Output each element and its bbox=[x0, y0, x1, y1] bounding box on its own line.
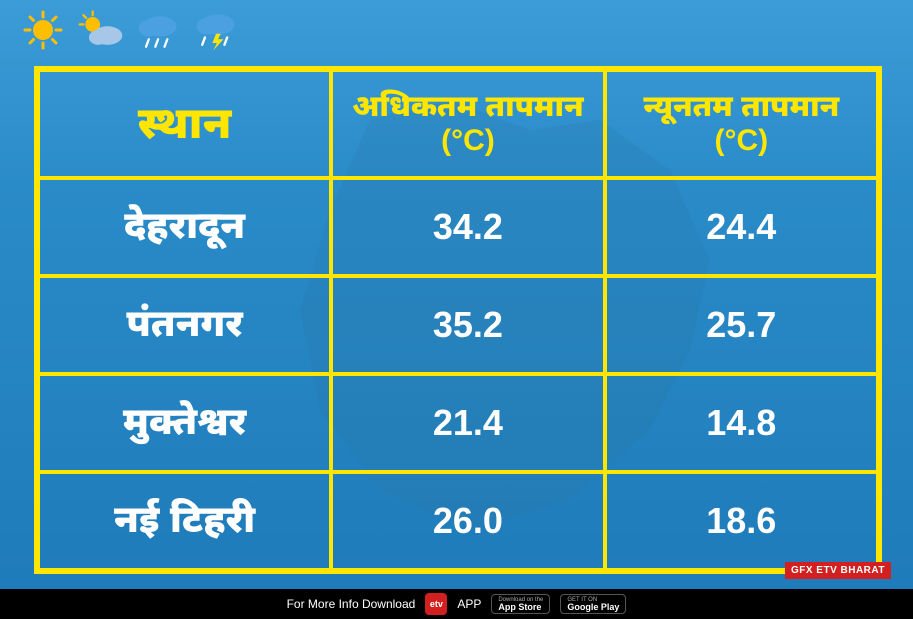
table-row: देहरादून 34.2 24.4 bbox=[38, 178, 878, 276]
min-cell: 14.8 bbox=[605, 374, 878, 472]
header-max-temp: अधिकतम तापमान (°C) bbox=[331, 70, 604, 178]
max-cell: 21.4 bbox=[331, 374, 604, 472]
etv-app-icon: etv bbox=[425, 593, 447, 615]
min-cell: 18.6 bbox=[605, 472, 878, 570]
place-cell: पंतनगर bbox=[38, 276, 331, 374]
table-row: मुक्तेश्वर 21.4 14.8 bbox=[38, 374, 878, 472]
gfx-badge: GFX ETV BHARAT bbox=[785, 562, 891, 579]
header-place: स्थान bbox=[38, 70, 331, 178]
table-row: नई टिहरी 26.0 18.6 bbox=[38, 472, 878, 570]
appstore-badge[interactable]: Download on the App Store bbox=[491, 594, 550, 614]
place-cell: देहरादून bbox=[38, 178, 331, 276]
max-cell: 26.0 bbox=[331, 472, 604, 570]
appstore-big: App Store bbox=[498, 603, 543, 612]
header-min-temp: न्यूनतम तापमान (°C) bbox=[605, 70, 878, 178]
rain-cloud-icon bbox=[134, 8, 184, 52]
min-cell: 24.4 bbox=[605, 178, 878, 276]
footer-app-label: APP bbox=[457, 597, 481, 611]
weather-table: स्थान अधिकतम तापमान (°C) न्यूनतम तापमान … bbox=[34, 66, 882, 574]
play-big: Google Play bbox=[567, 603, 619, 612]
max-cell: 34.2 bbox=[331, 178, 604, 276]
footer-bar: For More Info Download etv APP Download … bbox=[0, 589, 913, 619]
max-cell: 35.2 bbox=[331, 276, 604, 374]
footer-text: For More Info Download bbox=[287, 597, 416, 611]
table-row: पंतनगर 35.2 25.7 bbox=[38, 276, 878, 374]
place-cell: नई टिहरी bbox=[38, 472, 331, 570]
googleplay-badge[interactable]: GET IT ON Google Play bbox=[560, 594, 626, 614]
sun-cloud-icon bbox=[76, 8, 126, 52]
weather-icons-row bbox=[18, 8, 242, 52]
storm-cloud-icon bbox=[192, 8, 242, 52]
place-cell: मुक्तेश्वर bbox=[38, 374, 331, 472]
table-header-row: स्थान अधिकतम तापमान (°C) न्यूनतम तापमान … bbox=[38, 70, 878, 178]
min-cell: 25.7 bbox=[605, 276, 878, 374]
sun-icon bbox=[18, 8, 68, 52]
